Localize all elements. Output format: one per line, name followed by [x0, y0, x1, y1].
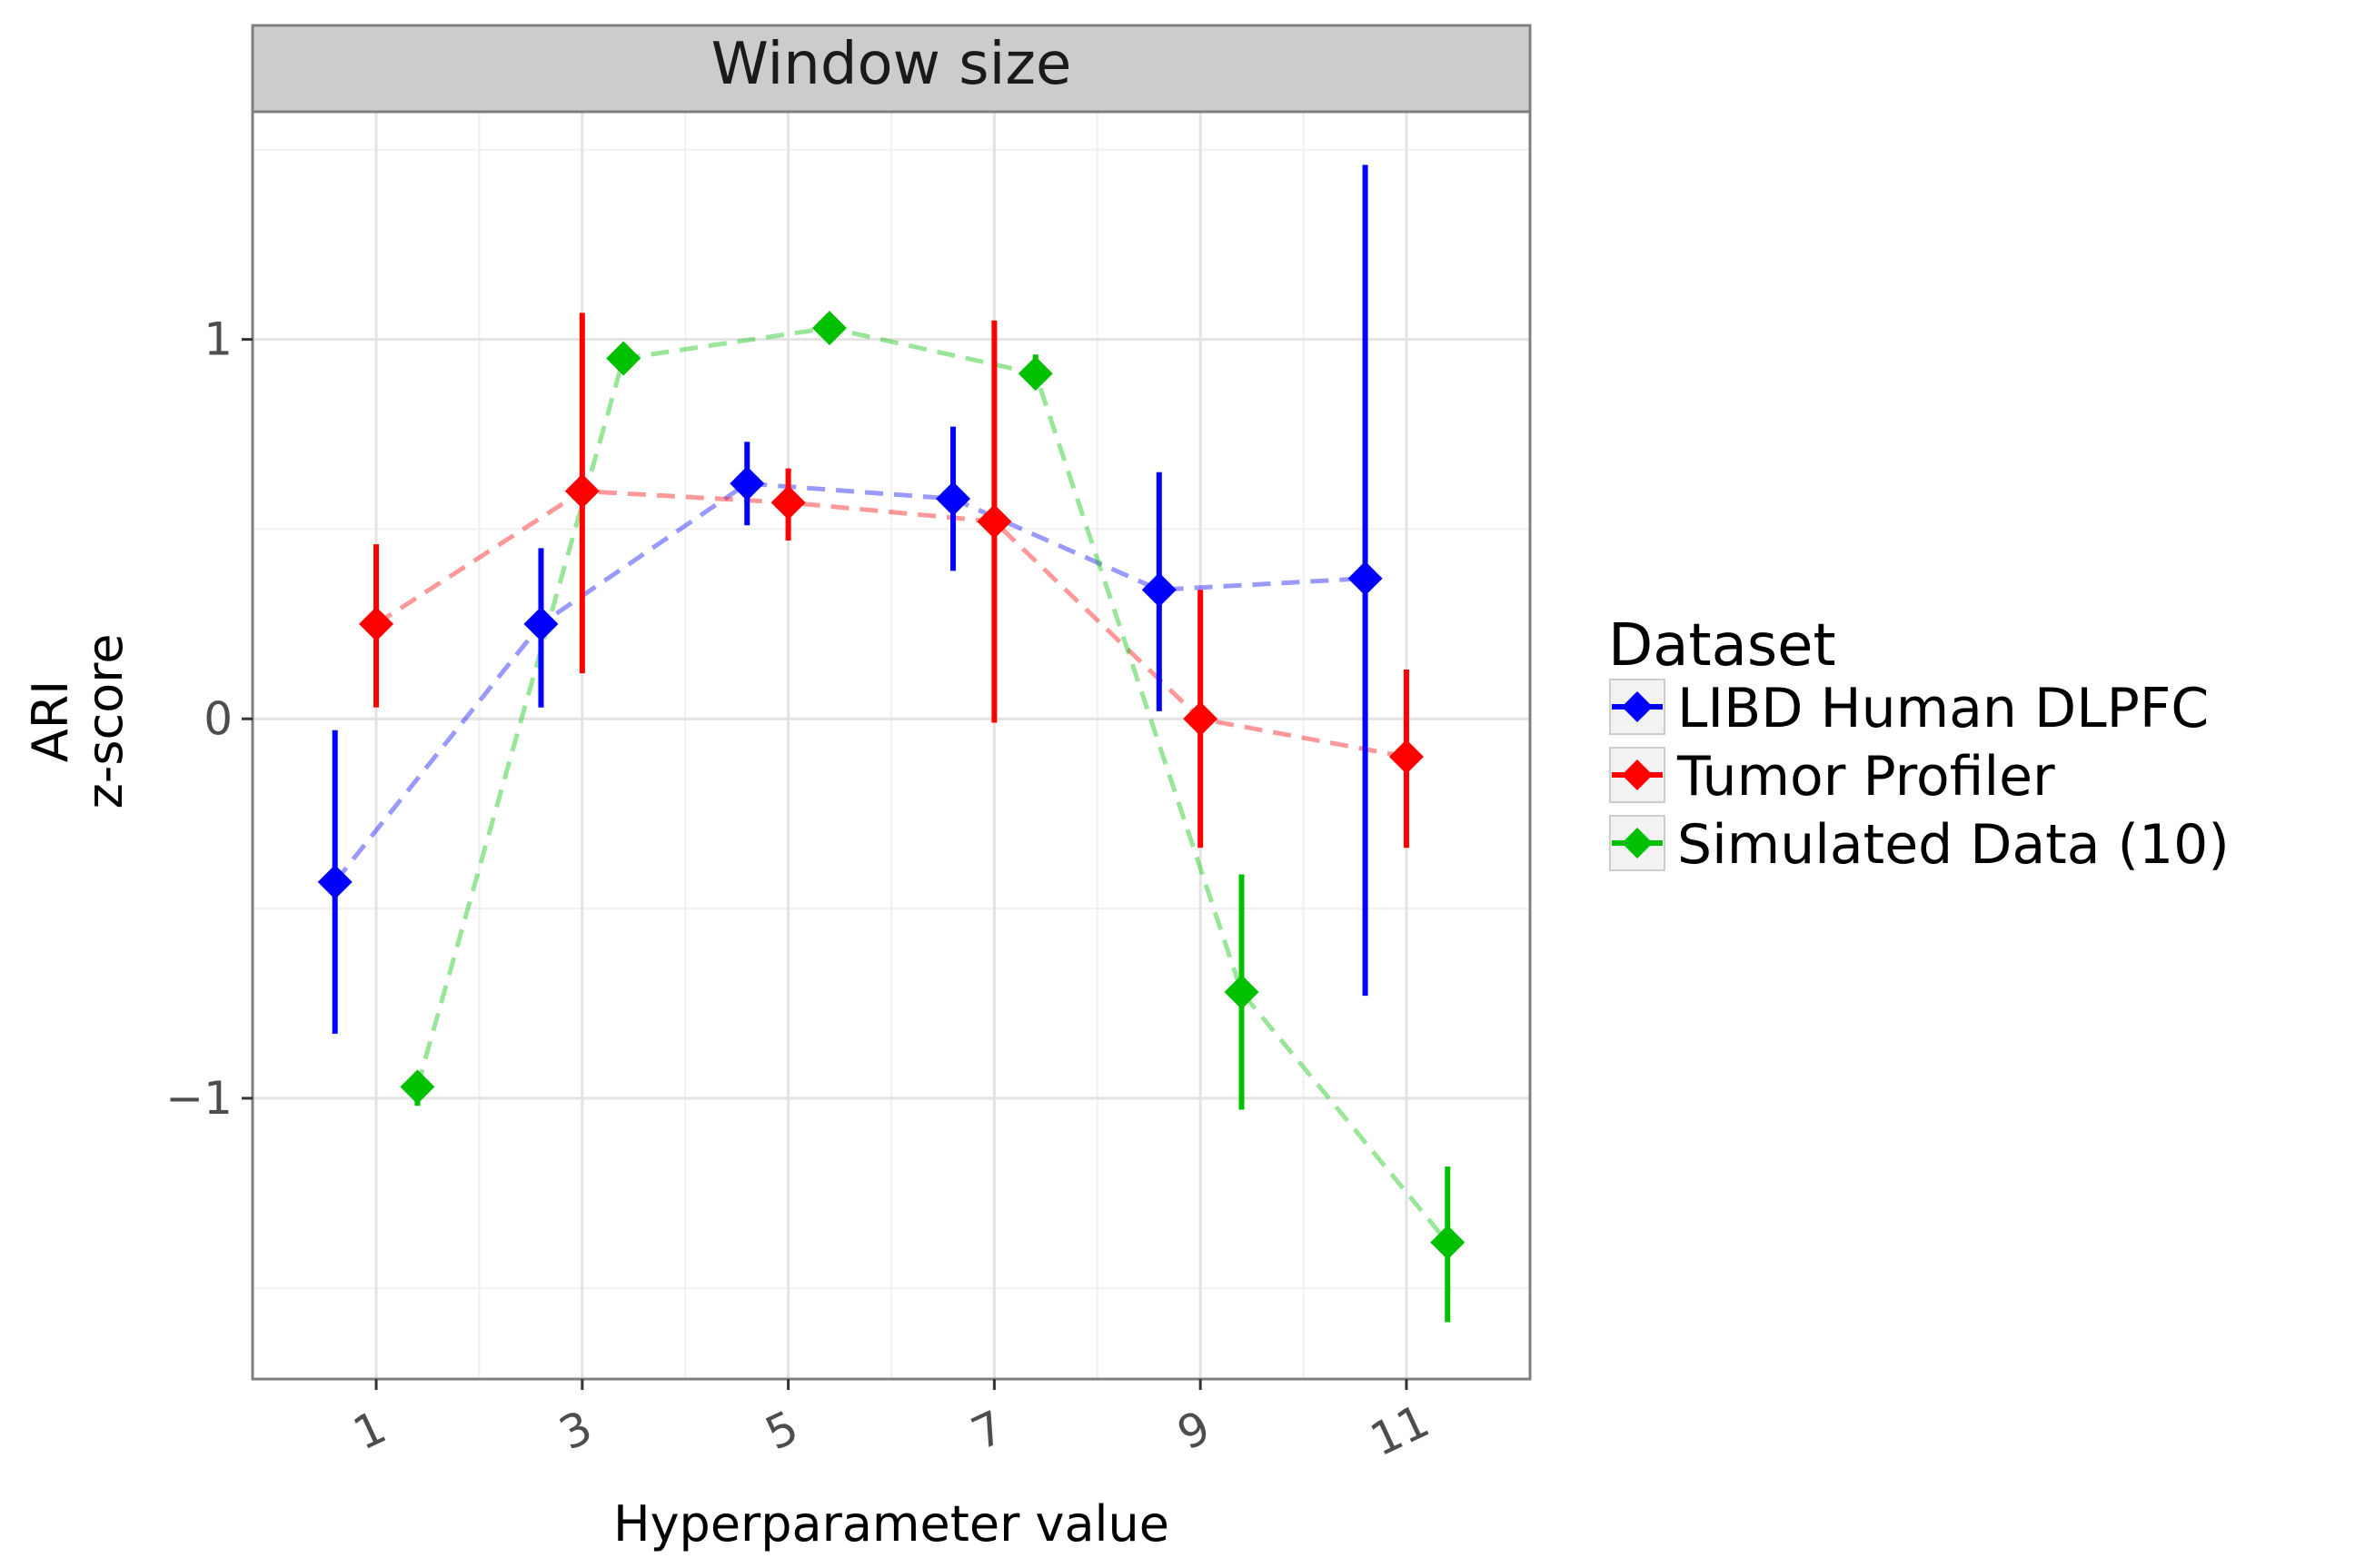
y-axis-title-line1: ARI	[22, 680, 79, 762]
data-point	[936, 481, 971, 517]
data-point	[564, 473, 600, 509]
legend-key-marker	[1622, 691, 1653, 722]
panel-border	[251, 110, 1532, 1381]
facet-title: Window size	[711, 31, 1072, 98]
y-axis: 1 0 −1	[165, 313, 253, 1125]
data-point	[730, 466, 765, 501]
data-point	[1347, 561, 1383, 596]
data-point	[1141, 572, 1177, 608]
data-point	[977, 504, 1012, 540]
legend-title: Dataset	[1608, 612, 1836, 680]
legend-label: Simulated Data (10)	[1677, 813, 2230, 877]
series-line	[333, 481, 1366, 884]
data-point	[317, 864, 353, 899]
data-point	[811, 311, 847, 346]
y-axis-title-line2: z-score	[76, 634, 134, 809]
data-point	[1388, 739, 1424, 775]
data-point	[606, 341, 641, 376]
data-point	[523, 606, 559, 641]
x-axis-title: Hyperparameter value	[613, 1495, 1169, 1553]
data-point	[770, 485, 806, 521]
data-point	[359, 606, 394, 641]
y-tick-label: 1	[204, 313, 233, 366]
legend-label: LIBD Human DLPFC	[1677, 677, 2209, 740]
data-point	[1183, 701, 1218, 737]
series-line	[374, 489, 1407, 759]
y-tick-label: 0	[204, 692, 233, 745]
legend-key-marker	[1622, 759, 1653, 790]
facet-strip	[251, 24, 1532, 114]
data-point	[1018, 356, 1053, 392]
y-tick-label: −1	[165, 1072, 233, 1125]
data-point	[1430, 1225, 1466, 1260]
data-points	[317, 311, 1466, 1260]
legend-label: Tumor Profiler	[1676, 745, 2055, 809]
data-point	[1224, 974, 1259, 1009]
grid-lines	[253, 112, 1530, 1379]
data-point	[400, 1069, 435, 1105]
series-lines	[333, 325, 1450, 1245]
legend-key-marker	[1622, 828, 1653, 858]
